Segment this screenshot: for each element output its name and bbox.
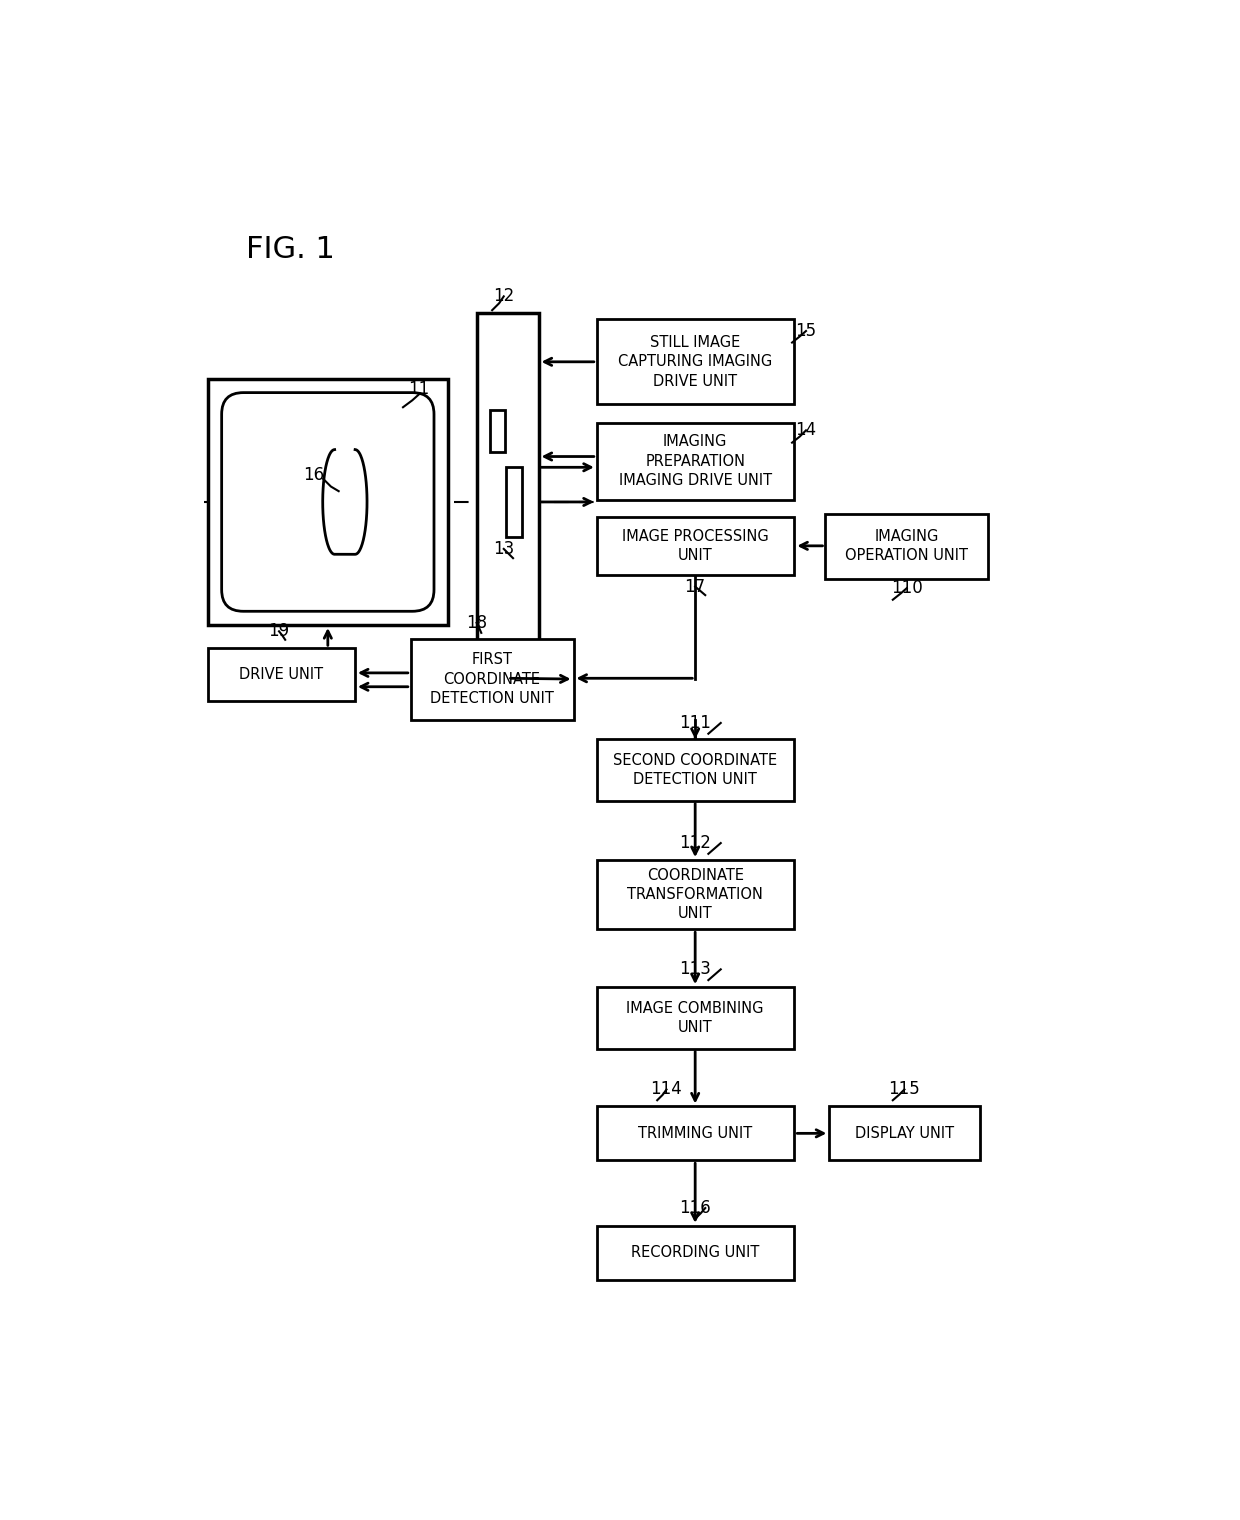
Text: 12: 12 <box>494 287 515 306</box>
Bar <box>596 423 795 500</box>
Text: 15: 15 <box>795 322 817 340</box>
Text: DRIVE UNIT: DRIVE UNIT <box>239 667 324 682</box>
Polygon shape <box>322 450 367 555</box>
Text: FIG. 1: FIG. 1 <box>247 234 335 264</box>
Bar <box>596 1225 795 1280</box>
Bar <box>506 467 522 537</box>
Text: 114: 114 <box>651 1081 682 1099</box>
Bar <box>476 313 538 644</box>
Text: 18: 18 <box>466 614 487 632</box>
Bar <box>596 739 795 801</box>
Text: 11: 11 <box>408 380 429 398</box>
Text: 14: 14 <box>795 421 817 439</box>
Text: IMAGING
OPERATION UNIT: IMAGING OPERATION UNIT <box>846 529 968 562</box>
Bar <box>596 1107 795 1160</box>
Text: IMAGE COMBINING
UNIT: IMAGE COMBINING UNIT <box>626 1000 764 1035</box>
Text: TRIMMING UNIT: TRIMMING UNIT <box>639 1126 753 1142</box>
Text: IMAGING
PREPARATION
IMAGING DRIVE UNIT: IMAGING PREPARATION IMAGING DRIVE UNIT <box>619 435 771 488</box>
Text: 115: 115 <box>889 1081 920 1099</box>
Text: 17: 17 <box>684 578 706 596</box>
Text: 116: 116 <box>680 1199 711 1218</box>
Text: 110: 110 <box>890 579 923 597</box>
Text: STILL IMAGE
CAPTURING IMAGING
DRIVE UNIT: STILL IMAGE CAPTURING IMAGING DRIVE UNIT <box>618 334 773 389</box>
Text: 16: 16 <box>304 467 325 483</box>
Text: IMAGE PROCESSING
UNIT: IMAGE PROCESSING UNIT <box>621 529 769 562</box>
Bar <box>410 638 573 720</box>
Bar <box>490 409 506 451</box>
Text: 13: 13 <box>494 540 515 558</box>
Bar <box>207 648 355 701</box>
Text: 112: 112 <box>680 834 711 853</box>
Bar <box>830 1107 981 1160</box>
Bar <box>596 860 795 929</box>
Bar <box>596 517 795 575</box>
Text: 19: 19 <box>268 622 290 640</box>
Text: 111: 111 <box>680 714 711 733</box>
Text: 113: 113 <box>680 961 711 979</box>
FancyBboxPatch shape <box>222 392 434 611</box>
Bar <box>826 514 988 579</box>
Text: SECOND COORDINATE
DETECTION UNIT: SECOND COORDINATE DETECTION UNIT <box>613 752 777 787</box>
Text: RECORDING UNIT: RECORDING UNIT <box>631 1245 759 1260</box>
Bar <box>207 378 448 625</box>
Text: DISPLAY UNIT: DISPLAY UNIT <box>854 1126 954 1142</box>
Bar <box>596 319 795 404</box>
Text: COORDINATE
TRANSFORMATION
UNIT: COORDINATE TRANSFORMATION UNIT <box>627 868 763 921</box>
Text: FIRST
COORDINATE
DETECTION UNIT: FIRST COORDINATE DETECTION UNIT <box>430 652 554 705</box>
Bar <box>596 986 795 1049</box>
